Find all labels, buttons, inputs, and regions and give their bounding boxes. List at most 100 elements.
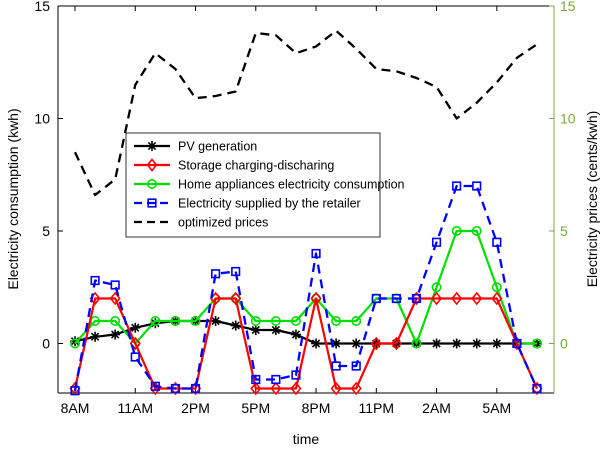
- data-point: [331, 315, 342, 326]
- data-point: [110, 280, 120, 290]
- data-point: [230, 291, 242, 306]
- data-point: [531, 338, 542, 349]
- data-point: [451, 291, 463, 306]
- right-axis-tick-label: 10: [560, 111, 576, 127]
- data-point: [431, 282, 442, 293]
- series-4: [70, 181, 542, 396]
- data-point: [311, 338, 322, 349]
- x-axis-tick-label: 11PM: [359, 400, 395, 416]
- data-point: [230, 320, 241, 331]
- series-line: [73, 29, 538, 197]
- series-line: [73, 297, 539, 390]
- data-point: [351, 338, 362, 349]
- x-axis-tick-label: 8PM: [302, 400, 331, 416]
- data-point: [290, 329, 301, 340]
- data-point: [90, 331, 101, 342]
- series-5: [73, 29, 538, 197]
- data-point: [211, 269, 221, 279]
- data-point: [492, 237, 502, 247]
- left-axis: 0 5 10 15: [34, 0, 63, 393]
- data-point: [391, 293, 401, 304]
- data-point: [250, 381, 262, 396]
- legend-swatch-marker: [147, 179, 158, 190]
- data-point: [491, 291, 503, 306]
- data-point: [150, 381, 160, 391]
- right-axis-title: Electricity prices (cents/kwh): [584, 111, 600, 288]
- data-point: [491, 338, 502, 349]
- data-point: [129, 336, 141, 351]
- data-point: [170, 383, 181, 394]
- legend-item: optimized prices: [134, 216, 268, 230]
- legend-label: PV generation: [178, 140, 257, 154]
- legend-item: Home appliances electricity consumption: [134, 178, 405, 192]
- data-point: [90, 275, 100, 286]
- legend-swatch-marker: [146, 158, 158, 172]
- data-point: [170, 315, 181, 326]
- legend-label: optimized prices: [178, 216, 268, 230]
- left-axis-tick-label: 0: [42, 336, 50, 352]
- right-axis-tick-label: 0: [560, 336, 568, 352]
- right-axis-tick-label: 15: [560, 0, 576, 14]
- data-point: [471, 338, 482, 349]
- legend-item: Electricity supplied by the retailer: [134, 197, 361, 211]
- data-point: [210, 316, 221, 326]
- x-axis-tick-label: 5AM: [482, 400, 511, 416]
- data-point: [491, 282, 502, 293]
- data-point: [310, 291, 322, 306]
- left-axis-tick-label: 10: [34, 111, 50, 127]
- data-point: [350, 381, 362, 396]
- data-point: [431, 291, 443, 306]
- data-point: [351, 315, 362, 326]
- data-point: [109, 291, 121, 306]
- data-point: [231, 266, 241, 277]
- legend-label: Storage charging-discharing: [178, 159, 334, 173]
- legend-item: Storage charging-discharing: [134, 158, 334, 173]
- left-axis-title: Electricity consumption (kwh): [5, 108, 21, 289]
- x-axis-tick-label: 8AM: [61, 400, 90, 416]
- data-point: [451, 226, 462, 237]
- data-point: [130, 322, 141, 333]
- data-point: [290, 315, 301, 326]
- data-point: [472, 181, 482, 191]
- left-axis-tick-label: 5: [42, 223, 50, 239]
- legend-label: Home appliances electricity consumption: [178, 178, 405, 192]
- data-point: [351, 361, 361, 371]
- data-point: [130, 352, 140, 362]
- data-point: [532, 383, 542, 394]
- x-axis-tick-label: 2AM: [422, 400, 451, 416]
- data-point: [150, 315, 161, 326]
- legend-item: PV generation: [134, 140, 257, 154]
- data-point: [311, 248, 321, 259]
- data-point: [190, 315, 201, 326]
- x-axis: 8AM 11AM 2PM 5PM 8PM 11PM 2AM 5AM: [61, 6, 511, 416]
- data-point: [110, 315, 121, 326]
- data-point: [270, 315, 281, 326]
- data-point: [370, 336, 382, 351]
- data-point: [390, 336, 402, 351]
- x-axis-tick-label: 2PM: [181, 400, 210, 416]
- data-point: [431, 237, 442, 247]
- right-axis: 0 5 10 15: [549, 0, 576, 393]
- data-point: [270, 381, 282, 396]
- right-axis-tick-label: 5: [560, 223, 568, 239]
- data-point: [411, 338, 422, 349]
- data-point: [451, 338, 462, 349]
- data-point: [431, 338, 442, 349]
- plot-frame: [58, 5, 554, 394]
- data-point: [471, 226, 482, 237]
- data-point: [290, 381, 302, 396]
- data-point: [512, 338, 522, 349]
- legend-swatch-marker: [147, 141, 157, 151]
- legend-swatch-marker: [147, 198, 157, 208]
- legend: PV generation Storage charging-discharing…: [125, 132, 405, 238]
- left-axis-tick-label: 15: [34, 0, 50, 14]
- x-axis-tick-label: 11AM: [117, 400, 153, 416]
- data-point: [110, 329, 121, 340]
- data-point: [331, 361, 341, 371]
- series-3: [70, 226, 542, 349]
- data-point: [471, 291, 483, 306]
- data-point: [190, 383, 201, 394]
- data-point: [330, 381, 342, 396]
- legend-label: Electricity supplied by the retailer: [178, 197, 361, 211]
